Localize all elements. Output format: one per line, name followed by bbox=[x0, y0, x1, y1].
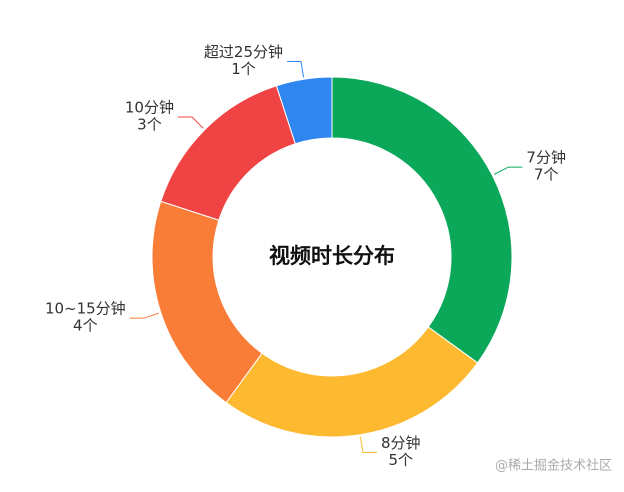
donut-segment bbox=[331, 76, 513, 364]
leader-line bbox=[493, 166, 523, 175]
label-value: 5个 bbox=[388, 451, 413, 469]
label-value: 1个 bbox=[231, 60, 256, 78]
leader-line bbox=[287, 60, 305, 78]
label-name: 10~15分钟 bbox=[45, 300, 126, 318]
label-name: 10分钟 bbox=[125, 98, 174, 116]
label-value: 7个 bbox=[534, 166, 559, 184]
watermark: @稀土掘金技术社区 bbox=[495, 458, 612, 474]
leader-line bbox=[359, 436, 377, 454]
donut-segment bbox=[225, 326, 479, 438]
donut-segment bbox=[160, 85, 296, 221]
label-name: 7分钟 bbox=[526, 149, 566, 167]
leader-line bbox=[129, 312, 160, 319]
leader-line bbox=[177, 116, 204, 129]
donut-segment bbox=[151, 200, 263, 404]
chart-title: 视频时长分布 bbox=[269, 244, 395, 268]
label-value: 3个 bbox=[137, 115, 162, 133]
label-name: 8分钟 bbox=[381, 434, 421, 452]
label-name: 超过25分钟 bbox=[204, 43, 283, 61]
label-value: 4个 bbox=[73, 317, 98, 335]
